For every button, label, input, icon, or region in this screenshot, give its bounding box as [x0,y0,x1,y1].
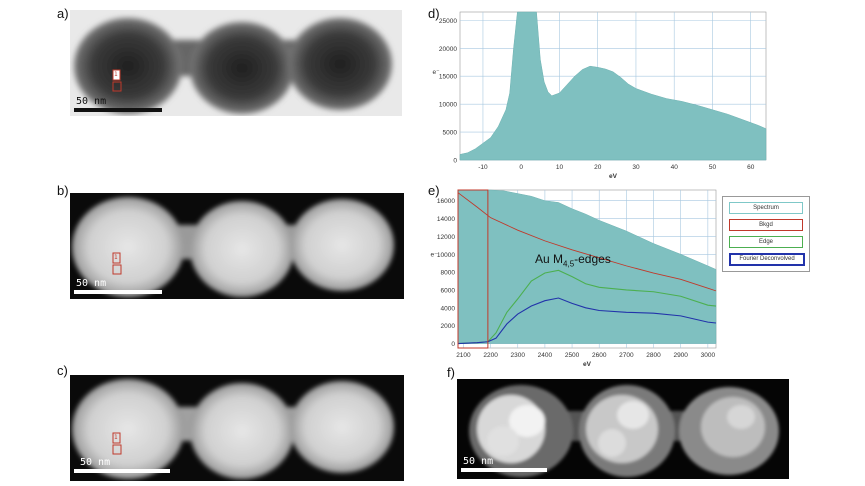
y-tick-label: 0 [451,341,455,348]
series-edge [457,269,717,345]
y-axis-label: e⁻ [432,69,440,76]
series-spectrum [457,189,717,344]
x-tick-label: 20 [594,164,602,171]
roi-box [112,252,121,264]
x-axis-label: eV [583,361,592,368]
scalebar [74,108,162,112]
scalebar [74,469,170,473]
x-tick-label: -10 [478,164,488,171]
y-tick-label: 6000 [441,287,456,294]
x-tick-label: 30 [632,164,640,171]
x-tick-label: 2400 [538,352,553,359]
y-axis-label: e⁻ [430,251,438,258]
x-tick-label: 2800 [646,352,661,359]
legend-item-edge: Edge [729,236,803,248]
y-tick-label: 2000 [441,323,456,330]
scalebar [461,468,547,472]
y-tick-label: 25000 [439,18,457,25]
x-tick-label: 2200 [483,352,498,359]
y-tick-label: 4000 [441,305,456,312]
x-tick-label: 50 [709,164,717,171]
haadf-image-f: 50 nm [457,379,789,479]
x-tick-label: 60 [747,164,755,171]
panel-label-a: a) [57,6,69,21]
panel-label-b: b) [57,183,69,198]
legend-item-spectrum: Spectrum [729,202,803,214]
y-tick-label: 14000 [437,216,455,223]
series-fourier-deconvolved [457,297,717,345]
x-tick-label: 2600 [592,352,607,359]
y-tick-label: 12000 [437,234,455,241]
y-tick-label: 20000 [439,46,457,53]
panel-label-d: d) [428,6,440,21]
x-tick-label: 3000 [701,352,716,359]
panel-label-f: f) [447,365,455,380]
chart-legend: Spectrum Bkgd Edge Fourier Deconvolved [722,196,810,272]
x-tick-label: 2100 [456,352,471,359]
edge-annotation-text: Au M4,5-edges [535,252,611,269]
y-tick-label: 0 [453,158,457,165]
panel-label-c: c) [57,363,68,378]
x-tick-label: 2300 [511,352,526,359]
roi-box-lower [112,264,122,275]
y-tick-label: 10000 [439,102,457,109]
scalebar [74,290,162,294]
edge-annotation: Au M4,5-edges [535,252,611,268]
panel-label-e: e) [428,183,440,198]
x-tick-label: 2500 [565,352,580,359]
roi-box-lower [112,444,122,455]
roi-label: 1 [114,254,118,261]
y-tick-label: 16000 [437,198,455,205]
haadf-image-b: 1 50 nm [70,193,404,299]
x-tick-label: 40 [671,164,679,171]
x-tick-label: 0 [519,164,523,171]
spectrum-chart-core-loss: 2100 2200 2300 2400 2500 2600 2700 2800 2900 3000… [430,189,717,368]
roi-box [112,432,121,444]
roi-box-lower [112,81,122,92]
legend-item-bkgd: Bkgd [729,219,803,231]
x-tick-label: 2900 [673,352,688,359]
roi-box [112,69,121,81]
scalebar-label: 50 nm [76,96,107,107]
y-tick-label: 10000 [437,252,455,259]
background-window [457,189,489,349]
haadf-image-c: 1 50 nm [70,375,404,481]
scalebar-label: 50 nm [463,456,494,467]
scalebar-label: 50 nm [80,457,111,468]
y-tick-label: 8000 [441,270,456,277]
spectrum-area [459,11,767,161]
spectrum-chart-low-loss: -10 0 10 20 30 40 50 60 0 5000 10000 15000 20000 2500… [432,11,767,180]
y-tick-label: 15000 [439,74,457,81]
scalebar-label: 50 nm [76,278,107,289]
roi-label: 1 [114,71,118,78]
y-tick-label: 5000 [443,130,458,137]
roi-label: 1 [114,434,118,441]
tem-image-a: 1 50 nm [70,10,402,116]
x-tick-label: 2700 [619,352,634,359]
x-tick-label: 10 [556,164,564,171]
legend-item-fourier: Fourier Deconvolved [729,253,805,266]
x-axis-label: eV [609,173,618,180]
